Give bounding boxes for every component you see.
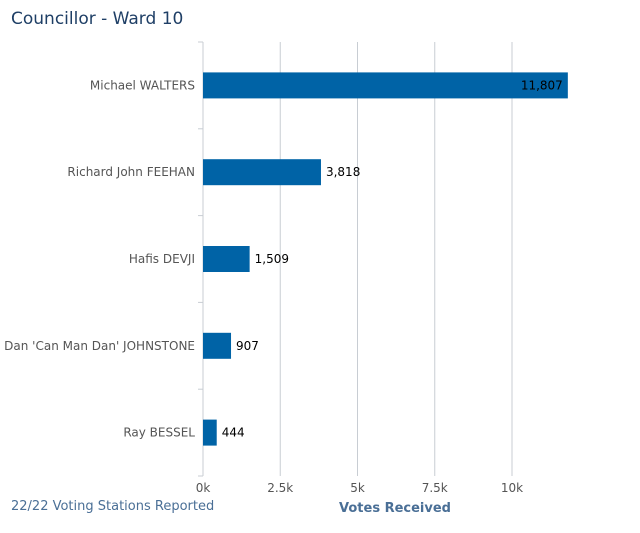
category-label: Dan 'Can Man Dan' JOHNSTONE (4, 339, 195, 353)
category-label: Hafis DEVJI (129, 252, 195, 266)
data-label: 3,818 (326, 165, 360, 179)
x-axis-title: Votes Received (339, 501, 451, 516)
category-label: Ray BESSEL (123, 426, 195, 440)
bar (203, 72, 568, 99)
x-tick-label: 0k (196, 481, 211, 495)
voting-stations-status: 22/22 Voting Stations Reported (11, 499, 215, 514)
x-tick-label: 10k (501, 481, 523, 495)
bar (203, 159, 321, 186)
category-label: Richard John FEEHAN (67, 165, 195, 179)
data-label: 1,509 (255, 252, 289, 266)
x-tick-label: 2.5k (267, 481, 293, 495)
bar (203, 246, 250, 272)
x-tick-label: 7.5k (422, 481, 448, 495)
data-label: 444 (222, 426, 245, 440)
chart-title: Councillor - Ward 10 (11, 9, 184, 29)
data-label: 11,807 (521, 78, 563, 92)
x-tick-label: 5k (350, 481, 365, 495)
bar (203, 332, 232, 359)
category-label: Michael WALTERS (90, 78, 195, 92)
data-label: 907 (236, 339, 259, 353)
bar (203, 419, 217, 446)
